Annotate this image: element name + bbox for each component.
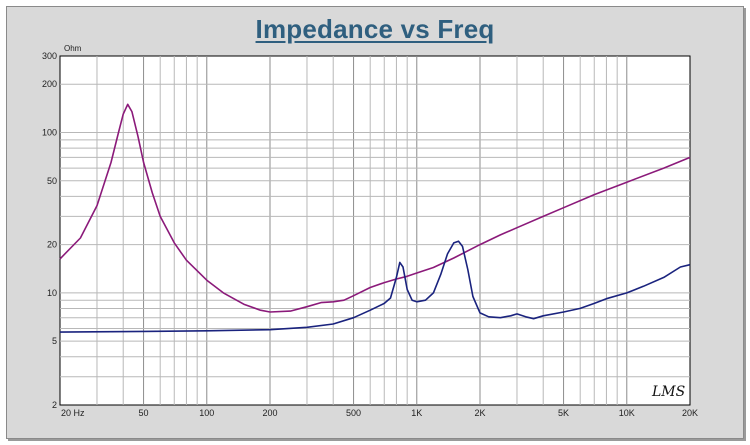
y-tick-label: 2 — [52, 400, 57, 410]
x-tick-label: 2K — [474, 408, 485, 418]
x-tick-label: 500 — [346, 408, 361, 418]
x-tick-label: 5K — [558, 408, 569, 418]
x-tick-label: 20 Hz — [61, 408, 85, 418]
y-axis-unit-label: Ohm — [64, 44, 82, 53]
y-tick-label: 10 — [47, 288, 57, 298]
y-tick-label: 50 — [47, 176, 57, 186]
axis-labels: 20 Hz 50 100 200 500 1K 2K 5K 10K 20K 2 5 10 20 50 100 2… — [42, 51, 698, 418]
y-tick-label: 100 — [42, 128, 57, 138]
x-tick-label: 10K — [619, 408, 635, 418]
signature-mark: LMS — [651, 384, 685, 400]
y-tick-label: 5 — [52, 336, 57, 346]
y-tick-label: 200 — [42, 79, 57, 89]
x-tick-label: 200 — [262, 408, 277, 418]
x-tick-label: 1K — [411, 408, 422, 418]
plot-area — [59, 55, 691, 406]
x-tick-label: 50 — [139, 408, 149, 418]
x-tick-label: 100 — [199, 408, 214, 418]
chart-title: Impedance vs Freq — [255, 14, 495, 44]
y-tick-label: 300 — [42, 51, 57, 61]
impedance-curve-1 — [59, 103, 691, 313]
impedance-curve-2 — [59, 240, 691, 333]
x-tick-label: 20K — [682, 408, 698, 418]
y-tick-label: 20 — [47, 240, 57, 250]
series-layer — [59, 103, 691, 333]
